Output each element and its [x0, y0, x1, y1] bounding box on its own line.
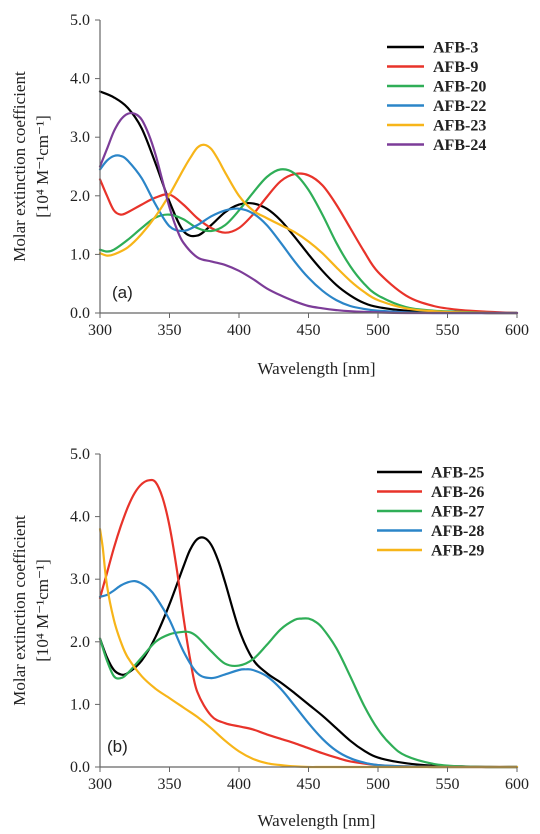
x-tick-label: 350	[158, 322, 182, 339]
x-tick-label: 350	[158, 776, 182, 793]
y-tick-label: 5.0	[70, 446, 90, 463]
y-tick-label: 0.0	[70, 305, 90, 322]
panel-label: (b)	[107, 737, 128, 756]
legend-label-afb-25: AFB-25	[431, 465, 484, 482]
y-tick-label: 5.0	[70, 12, 90, 29]
legend-label-afb-9: AFB-9	[433, 59, 478, 76]
chart-panel-b: 300 350 400 450 500 550 600 0.0 1.0 2.0 3.0 4.0 5.0 W…	[10, 446, 529, 830]
chart-panel-a: 300 350 400 450 500 550 600 0.0 1.0 2.0 3.0 4.0 5.0 W…	[10, 12, 529, 378]
series-line-afb-22	[98, 154, 519, 315]
y-tick-label: 0.0	[70, 759, 90, 776]
panel-label: (a)	[112, 283, 133, 302]
series-line-afb-27	[98, 617, 519, 769]
x-tick-label: 400	[227, 322, 251, 339]
x-axis-title: Wavelength [nm]	[257, 811, 375, 830]
x-tick-label: 500	[366, 322, 390, 339]
legend-label-afb-20: AFB-20	[433, 79, 486, 96]
legend-label-afb-3: AFB-3	[433, 40, 478, 57]
x-tick-label: 300	[88, 776, 112, 793]
legend-label-afb-26: AFB-26	[431, 484, 484, 501]
y-tick-label: 4.0	[70, 71, 90, 88]
y-tick-label: 4.0	[70, 509, 90, 526]
y-axis-title-line1: Molar extinction coefficient	[10, 71, 29, 262]
y-tick-label: 1.0	[70, 696, 90, 713]
legend: AFB-25 AFB-26 AFB-27 AFB-28 AFB-29	[377, 465, 484, 560]
y-tick-label: 1.0	[70, 246, 90, 263]
x-tick-label: 400	[227, 776, 251, 793]
x-tick-label: 300	[88, 322, 112, 339]
legend-label-afb-27: AFB-27	[431, 504, 484, 521]
x-tick-label: 600	[505, 776, 529, 793]
legend-label-afb-24: AFB-24	[433, 137, 486, 154]
series-line-afb-3	[98, 90, 519, 315]
legend-label-afb-28: AFB-28	[431, 523, 484, 540]
y-axis-title-line1: Molar extinction coefficient	[10, 515, 29, 706]
legend-label-afb-22: AFB-22	[433, 98, 486, 115]
legend-label-afb-29: AFB-29	[431, 543, 484, 560]
series-line-afb-23	[98, 143, 519, 315]
x-tick-label: 450	[297, 322, 321, 339]
y-axis-title-line2: [10⁴ M⁻¹cm⁻¹]	[33, 115, 52, 218]
series-line-afb-29	[98, 528, 519, 769]
y-tick-label: 3.0	[70, 571, 90, 588]
x-tick-label: 550	[436, 322, 460, 339]
y-axis-title-line2: [10⁴ M⁻¹cm⁻¹]	[33, 559, 52, 662]
legend: AFB-3 AFB-9 AFB-20 AFB-22 AFB-23 AFB-24	[387, 40, 486, 154]
x-axis-title: Wavelength [nm]	[257, 359, 375, 378]
x-tick-label: 600	[505, 322, 529, 339]
series-line-afb-25	[98, 536, 519, 769]
y-tick-label: 2.0	[70, 188, 90, 205]
y-tick-label: 3.0	[70, 129, 90, 146]
legend-label-afb-23: AFB-23	[433, 118, 486, 135]
x-tick-label: 550	[436, 776, 460, 793]
series-line-afb-9	[98, 172, 519, 315]
series-line-afb-20	[98, 168, 519, 315]
y-tick-label: 2.0	[70, 634, 90, 651]
series-line-afb-28	[98, 579, 519, 769]
x-tick-label: 450	[297, 776, 321, 793]
x-tick-label: 500	[366, 776, 390, 793]
